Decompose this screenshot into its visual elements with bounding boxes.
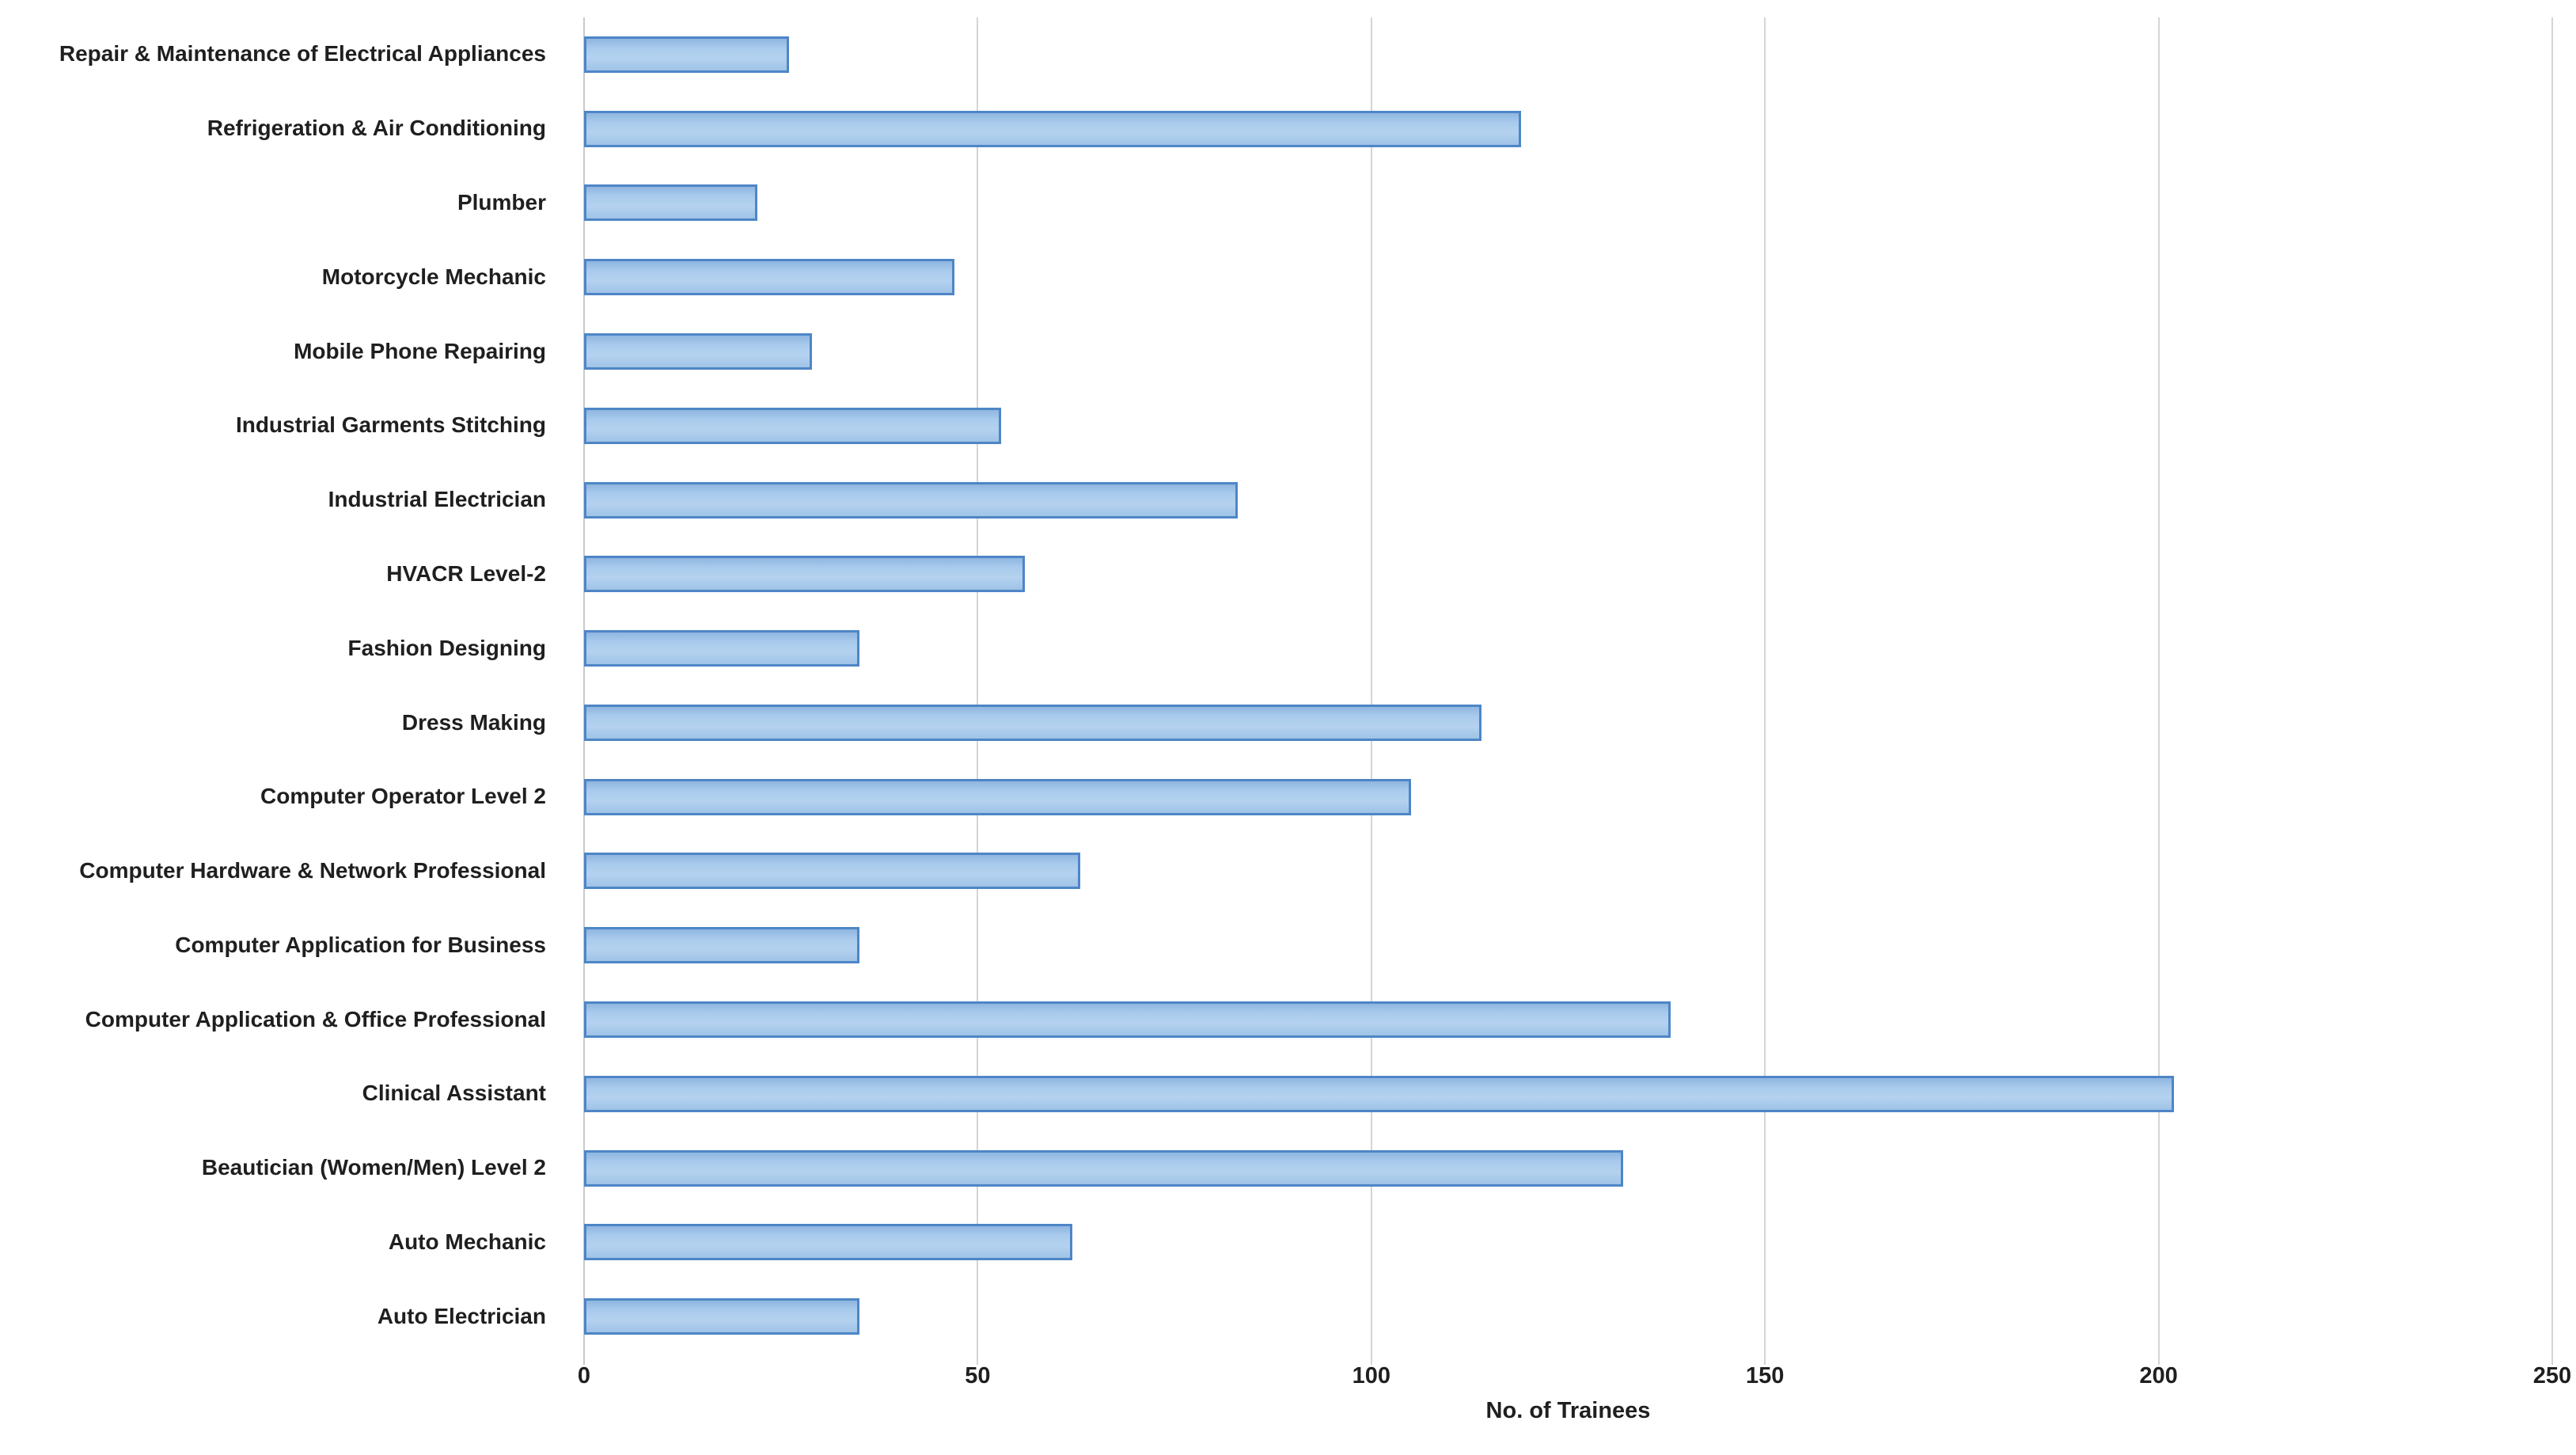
category-row: Auto Electrician — [0, 1279, 584, 1354]
x-tick-label-50: 50 — [965, 1363, 991, 1389]
bar-row — [584, 1206, 2552, 1280]
bar-1 — [584, 110, 1521, 147]
gridline-x-50 — [977, 17, 979, 1365]
bar-9 — [584, 704, 1482, 741]
bar-row — [584, 686, 2552, 760]
bar-row — [584, 611, 2552, 686]
category-label-13: Computer Application & Office Profession… — [85, 1006, 546, 1031]
category-label-4: Mobile Phone Repairing — [294, 338, 546, 363]
bar-row — [584, 908, 2552, 982]
category-row: Computer Application for Business — [0, 908, 584, 982]
plot-area — [583, 17, 2553, 1365]
bar-11 — [584, 853, 1080, 890]
bar-17 — [584, 1298, 860, 1335]
bar-5 — [584, 407, 1002, 444]
category-label-16: Auto Mechanic — [388, 1229, 546, 1254]
bar-12 — [584, 927, 860, 964]
bar-row — [584, 1057, 2552, 1131]
category-label-7: HVACR Level-2 — [386, 560, 546, 586]
category-label-9: Dress Making — [401, 709, 546, 735]
category-row: Motorcycle Mechanic — [0, 240, 584, 314]
category-row: Industrial Garments Stitching — [0, 389, 584, 463]
category-label-3: Motorcycle Mechanic — [321, 264, 546, 289]
bar-10 — [584, 778, 1411, 815]
category-row: Plumber — [0, 166, 584, 241]
category-row: Computer Hardware & Network Professional — [0, 834, 584, 909]
category-label-0: Repair & Maintenance of Electrical Appli… — [59, 41, 546, 66]
category-label-5: Industrial Garments Stitching — [235, 412, 546, 438]
category-row: Repair & Maintenance of Electrical Appli… — [0, 17, 584, 92]
bar-16 — [584, 1224, 1072, 1261]
category-row: Dress Making — [0, 686, 584, 760]
bar-row — [584, 834, 2552, 909]
category-row: Computer Application & Office Profession… — [0, 982, 584, 1057]
category-row: Auto Mechanic — [0, 1206, 584, 1280]
bar-14 — [584, 1075, 2175, 1112]
category-row: Refrigeration & Air Conditioning — [0, 92, 584, 166]
bar-series — [584, 17, 2552, 1354]
bar-3 — [584, 259, 954, 296]
x-tick-label-200: 200 — [2139, 1363, 2178, 1389]
category-row: HVACR Level-2 — [0, 537, 584, 611]
category-label-8: Fashion Designing — [347, 635, 546, 660]
category-label-11: Computer Hardware & Network Professional — [79, 858, 546, 883]
category-row: Mobile Phone Repairing — [0, 314, 584, 389]
bar-4 — [584, 333, 813, 370]
category-axis-labels: Repair & Maintenance of Electrical Appli… — [0, 17, 584, 1354]
category-row: Beautician (Women/Men) Level 2 — [0, 1131, 584, 1206]
gridline-x-200 — [2157, 17, 2160, 1365]
bar-row — [584, 537, 2552, 611]
x-tick-label-250: 250 — [2532, 1363, 2572, 1389]
gridline-x-100 — [1370, 17, 1372, 1365]
category-label-10: Computer Operator Level 2 — [260, 784, 546, 809]
bar-row — [584, 1131, 2552, 1206]
x-axis-title: No. of Trainees — [1485, 1398, 1651, 1423]
category-row: Industrial Electrician — [0, 463, 584, 538]
bar-6 — [584, 481, 1238, 519]
x-tick-label-100: 100 — [1352, 1363, 1390, 1389]
bar-7 — [584, 556, 1026, 593]
category-row: Clinical Assistant — [0, 1057, 584, 1131]
gridline-x-150 — [1764, 17, 1766, 1365]
x-tick-label-150: 150 — [1745, 1363, 1785, 1389]
x-tick-label-0: 0 — [577, 1363, 591, 1389]
bar-row — [584, 314, 2552, 389]
bar-row — [584, 92, 2552, 166]
category-label-1: Refrigeration & Air Conditioning — [207, 116, 546, 141]
category-label-17: Auto Electrician — [377, 1303, 546, 1328]
bar-row — [584, 389, 2552, 463]
bar-2 — [584, 184, 757, 222]
bar-row — [584, 240, 2552, 314]
bar-row — [584, 166, 2552, 241]
bar-row — [584, 17, 2552, 92]
category-row: Computer Operator Level 2 — [0, 760, 584, 834]
bar-row — [584, 760, 2552, 834]
y-axis-line — [583, 17, 585, 1365]
bar-row — [584, 1279, 2552, 1354]
category-label-14: Clinical Assistant — [362, 1081, 546, 1106]
bar-row — [584, 463, 2552, 538]
bar-8 — [584, 630, 860, 667]
gridline-x-250 — [2551, 17, 2553, 1365]
category-label-6: Industrial Electrician — [328, 487, 546, 512]
category-label-2: Plumber — [457, 190, 546, 215]
bar-row — [584, 982, 2552, 1057]
category-label-12: Computer Application for Business — [175, 932, 546, 957]
bar-15 — [584, 1149, 1624, 1187]
bar-0 — [584, 36, 789, 73]
category-label-15: Beautician (Women/Men) Level 2 — [201, 1155, 546, 1180]
bar-13 — [584, 1001, 1671, 1039]
category-row: Fashion Designing — [0, 611, 584, 686]
